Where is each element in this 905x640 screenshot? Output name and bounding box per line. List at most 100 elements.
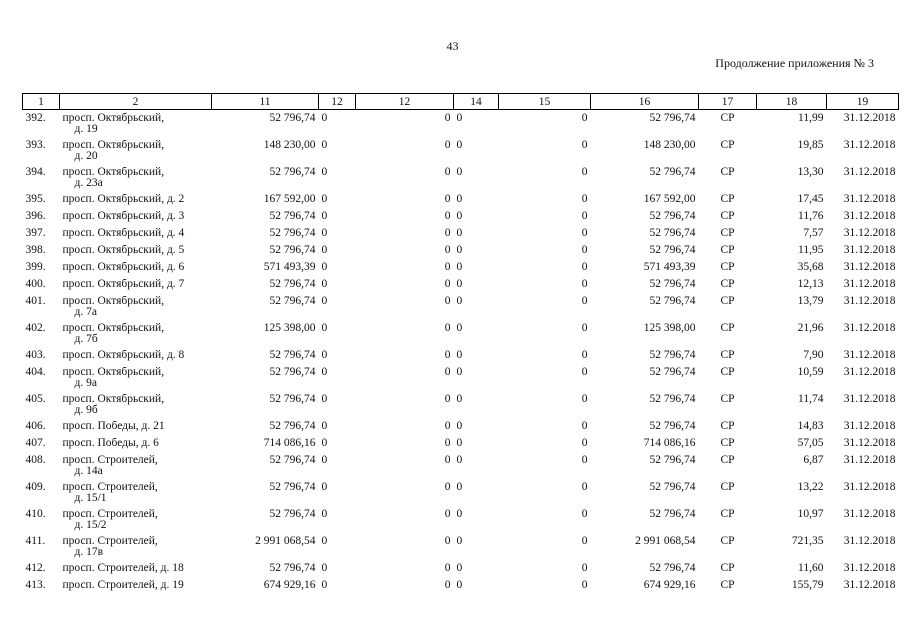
row-number-cell: 394.	[25, 167, 46, 178]
value-cell: 0	[581, 194, 588, 205]
value-cell: 57,05	[797, 438, 824, 449]
value-cell: 7,57	[803, 228, 824, 239]
row-number-cell: 413.	[25, 580, 46, 591]
row-number-cell: 401.	[25, 296, 46, 307]
amount-cell: 674 929,16	[643, 580, 696, 591]
amount-cell: 52 796,74	[269, 563, 316, 574]
value-cell: 0	[456, 140, 463, 151]
value-cell: 13,22	[797, 482, 824, 493]
value-cell: 13,79	[797, 296, 824, 307]
amount-cell: 52 796,74	[649, 167, 696, 178]
value-cell: 0	[581, 394, 588, 405]
value-cell: 0	[444, 296, 451, 307]
value-cell: 0	[456, 482, 463, 493]
value-cell: 0	[444, 279, 451, 290]
address-cell: просп. Октябрьский, д. 20	[60, 140, 212, 167]
amount-cell: 2 991 068,54	[635, 536, 696, 547]
value-cell: 0	[581, 563, 588, 574]
value-cell: 0	[321, 509, 328, 520]
value-cell: 0	[321, 194, 328, 205]
address-cell: просп. Октябрьский, д. 5	[60, 245, 212, 262]
value-cell: 11,76	[798, 211, 824, 222]
table-row: 401. просп. Октябрьский, д. 7а 52 796,74 0 0 0…	[23, 296, 899, 323]
value-cell: 11,99	[798, 112, 824, 124]
column-header: 1	[22, 93, 60, 110]
address-cell: просп. Победы, д. 21	[60, 421, 212, 438]
column-header: 11	[211, 93, 319, 110]
address-line: просп. Победы, д. 6	[62, 438, 159, 449]
value-cell: 0	[581, 323, 588, 334]
value-cell: 0	[581, 438, 588, 449]
table-row: 410. просп. Строителей, д. 15/2 52 796,74 0 0…	[23, 509, 899, 536]
column-header: 18	[756, 93, 827, 110]
address-cell: просп. Победы, д. 6	[60, 438, 212, 455]
amount-cell: 52 796,74	[269, 509, 316, 520]
amount-cell: 52 796,74	[649, 279, 696, 290]
address-cell: просп. Октябрьский, д. 9а	[60, 367, 212, 394]
column-header: 16	[590, 93, 699, 110]
table-row: 407. просп. Победы, д. 6 714 086,16 0 0 0 0 714…	[23, 438, 899, 455]
amount-cell: 52 796,74	[649, 296, 696, 307]
value-cell: 0	[321, 350, 328, 361]
address-cell: просп. Октябрьский, д. 7	[60, 279, 212, 296]
value-cell: 0	[444, 167, 451, 178]
row-number-cell: 407.	[25, 438, 46, 449]
amount-cell: 52 796,74	[649, 421, 696, 432]
value-cell: 0	[444, 455, 451, 466]
amount-cell: 52 796,74	[649, 367, 696, 378]
value-cell: 0	[321, 279, 328, 290]
amount-cell: 52 796,74	[649, 245, 696, 256]
address-line: просп. Строителей,	[62, 482, 158, 493]
value-cell: 0	[456, 279, 463, 290]
value-cell: 0	[444, 262, 451, 273]
address-line: просп. Победы, д. 21	[62, 421, 165, 432]
address-line: просп. Октябрьский, д. 3	[62, 211, 185, 222]
table-row: 409. просп. Строителей, д. 15/1 52 796,74 0 0…	[23, 482, 899, 509]
address-line: просп. Октябрьский,	[62, 323, 165, 334]
amount-cell: 52 796,74	[269, 296, 316, 307]
row-number-cell: 402.	[25, 323, 46, 334]
address-cell: просп. Октябрьский, д. 7б	[60, 323, 212, 350]
amount-cell: 674 929,16	[263, 580, 316, 591]
value-cell: 0	[321, 394, 328, 405]
table-row: 393. просп. Октябрьский, д. 20 148 230,00 0 0…	[23, 140, 899, 167]
code-cell: СР	[720, 580, 735, 591]
amount-cell: 52 796,74	[649, 394, 696, 405]
value-cell: 0	[456, 438, 463, 449]
value-cell: 0	[321, 112, 328, 124]
address-line: д. 20	[74, 149, 98, 162]
address-line: д. 14а	[74, 464, 103, 477]
row-number-cell: 410.	[25, 509, 46, 520]
date-cell: 31.12.2018	[843, 211, 896, 222]
value-cell: 0	[444, 140, 451, 151]
amount-cell: 52 796,74	[649, 563, 696, 574]
value-cell: 10,59	[797, 367, 824, 378]
address-line: д. 9б	[74, 403, 98, 416]
code-cell: СР	[720, 296, 735, 307]
value-cell: 0	[456, 350, 463, 361]
address-line: просп. Октябрьский,	[62, 296, 165, 307]
value-cell: 0	[456, 245, 463, 256]
code-cell: СР	[720, 262, 735, 273]
code-cell: СР	[720, 350, 735, 361]
value-cell: 0	[321, 211, 328, 222]
value-cell: 0	[456, 323, 463, 334]
code-cell: СР	[720, 228, 735, 239]
value-cell: 0	[456, 194, 463, 205]
value-cell: 0	[321, 167, 328, 178]
value-cell: 0	[444, 536, 451, 547]
amount-cell: 125 398,00	[643, 323, 696, 334]
date-cell: 31.12.2018	[843, 167, 896, 178]
amount-cell: 52 796,74	[649, 350, 696, 361]
row-number-cell: 403.	[25, 350, 46, 361]
date-cell: 31.12.2018	[843, 245, 896, 256]
amount-cell: 167 592,00	[643, 194, 696, 205]
row-number-cell: 392.	[25, 112, 46, 124]
amount-cell: 571 493,39	[263, 262, 316, 273]
amount-cell: 52 796,74	[269, 350, 316, 361]
date-cell: 31.12.2018	[843, 482, 896, 493]
date-cell: 31.12.2018	[843, 455, 896, 466]
address-cell: просп. Октябрьский, д. 8	[60, 350, 212, 367]
address-line: просп. Октябрьский, д. 8	[62, 350, 185, 361]
value-cell: 0	[456, 262, 463, 273]
